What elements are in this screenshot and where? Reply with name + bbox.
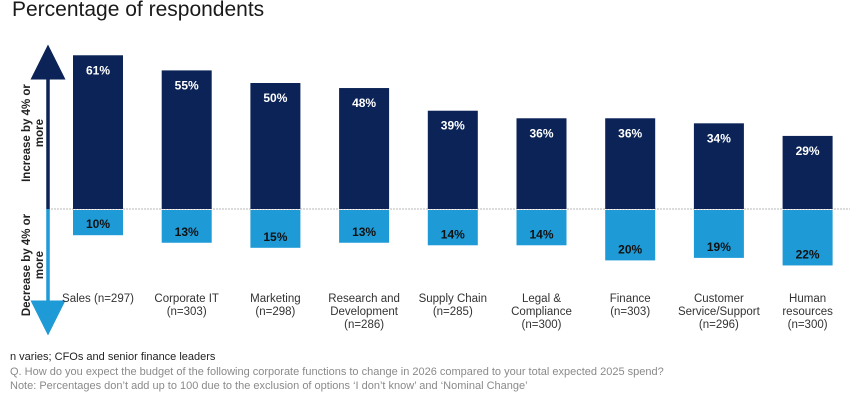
bar-decrease bbox=[161, 210, 212, 243]
bar-increase bbox=[339, 88, 390, 209]
bar-decrease bbox=[250, 210, 301, 248]
data-label-increase: 61% bbox=[86, 63, 110, 77]
data-label-decrease: 13% bbox=[352, 225, 376, 239]
data-label-increase: 55% bbox=[175, 78, 199, 92]
bar-increase bbox=[693, 123, 744, 209]
bar-increase bbox=[516, 118, 567, 209]
y-label-increase: Increase by 4% ormore bbox=[21, 84, 46, 182]
category-label: Marketing (n=298) bbox=[250, 293, 301, 318]
bar-increase bbox=[161, 70, 212, 210]
data-label-decrease: 19% bbox=[707, 240, 731, 254]
y-label-decrease: Decrease by 4% ormore bbox=[21, 213, 46, 316]
category-label: Finance (n=303) bbox=[609, 293, 651, 318]
bar-decrease bbox=[605, 210, 656, 261]
bar-increase bbox=[782, 135, 833, 209]
bar-increase bbox=[250, 83, 301, 209]
bar-decrease bbox=[339, 210, 390, 243]
category-label: Legal & Compliance (n=300) bbox=[511, 293, 572, 331]
sample-footnote: n varies; CFOs and senior finance leader… bbox=[10, 351, 216, 363]
data-label-increase: 29% bbox=[796, 144, 820, 158]
category-label: Sales (n=297) bbox=[62, 293, 134, 305]
data-label-decrease: 20% bbox=[618, 242, 642, 256]
category-label: Supply Chain (n=285) bbox=[418, 293, 487, 318]
category-label: Corporate IT (n=303) bbox=[154, 293, 219, 318]
data-label-increase: 36% bbox=[529, 126, 553, 140]
bar-decrease bbox=[73, 210, 123, 236]
chart-canvas: Increase by 4% ormore Decrease by 4% orm… bbox=[21, 44, 850, 336]
question-footnote: Q. How do you expect the budget of the f… bbox=[10, 366, 664, 378]
chart-title: Percentage of respondents bbox=[12, 0, 265, 21]
data-label-increase: 36% bbox=[618, 126, 642, 140]
data-label-decrease: 15% bbox=[263, 230, 287, 244]
note-footnote: Note: Percentages don’t add up to 100 du… bbox=[10, 380, 528, 392]
bar-decrease bbox=[693, 210, 744, 258]
bar-increase bbox=[427, 110, 478, 209]
data-label-increase: 34% bbox=[707, 131, 731, 145]
data-label-decrease: 13% bbox=[175, 225, 199, 239]
category-label: Human resources (n=300) bbox=[782, 293, 833, 331]
bar-decrease bbox=[516, 210, 567, 246]
data-label-decrease: 10% bbox=[86, 217, 110, 231]
bar-decrease bbox=[782, 210, 833, 266]
data-label-decrease: 14% bbox=[441, 227, 465, 241]
data-label-decrease: 22% bbox=[796, 247, 820, 261]
bar-increase bbox=[605, 118, 656, 209]
category-label: Research and Development (n=286) bbox=[328, 293, 400, 331]
bar-decrease bbox=[427, 210, 478, 246]
data-label-increase: 39% bbox=[441, 119, 465, 133]
data-label-increase: 48% bbox=[352, 96, 376, 110]
category-label: Customer Service/Support (n=296) bbox=[677, 293, 760, 331]
bar-increase bbox=[73, 55, 123, 209]
data-label-decrease: 14% bbox=[529, 227, 553, 241]
data-label-increase: 50% bbox=[263, 91, 287, 105]
